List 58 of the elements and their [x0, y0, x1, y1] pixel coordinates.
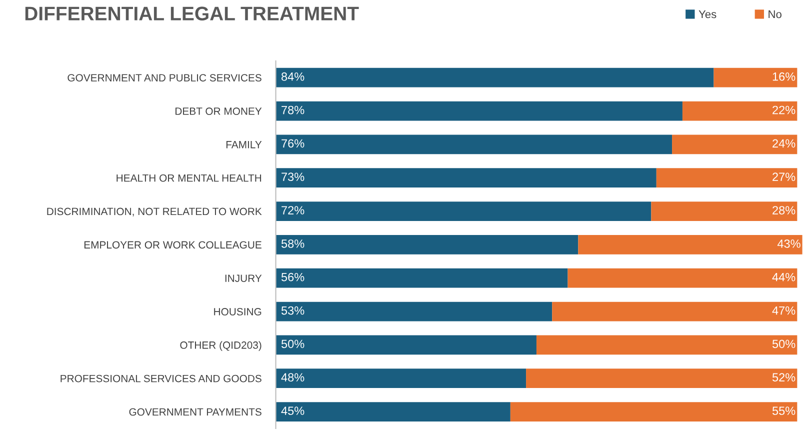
- bar: [276, 68, 714, 88]
- bar: [276, 168, 656, 188]
- y-tick-label: OTHER (QID203): [180, 341, 262, 351]
- data-label: 16%: [772, 72, 796, 81]
- data-label: 84%: [282, 72, 304, 81]
- data-label: 76%: [282, 139, 304, 148]
- data-label: 44%: [772, 272, 796, 282]
- bar: [276, 302, 552, 322]
- data-label: 52%: [772, 373, 796, 382]
- bar: [276, 101, 682, 121]
- y-tick-label: HOUSING: [214, 308, 262, 316]
- bar: [536, 335, 798, 355]
- bar: [276, 402, 510, 422]
- legend-label: Yes: [698, 10, 716, 18]
- y-tick-label: INJURY: [225, 274, 262, 282]
- data-label: 27%: [772, 172, 796, 181]
- data-label: 55%: [772, 406, 796, 415]
- y-tick-label: DISCRIMINATION, NOT RELATED TO WORK: [47, 208, 262, 216]
- data-label: 24%: [772, 139, 796, 148]
- bar: [656, 168, 798, 188]
- data-label: 47%: [772, 306, 796, 315]
- data-label: 56%: [281, 272, 304, 282]
- y-tick-label: DEBT OR MONEY: [176, 108, 262, 115]
- bar: [714, 68, 798, 88]
- bar: [510, 402, 798, 422]
- data-label: 50%: [281, 340, 304, 348]
- data-label: 43%: [777, 239, 800, 248]
- chart-title: DIFFERENTIAL LEGAL TREATMENT: [25, 6, 359, 20]
- bar: [526, 368, 798, 388]
- data-label: 48%: [281, 373, 304, 382]
- data-label: 78%: [282, 106, 304, 114]
- bar: [552, 302, 798, 322]
- bar: [578, 234, 802, 254]
- legend-label: No: [768, 10, 782, 18]
- data-label: 73%: [282, 172, 304, 182]
- y-tick-label: FAMILY: [226, 141, 262, 148]
- bar: [568, 268, 798, 288]
- y-tick-label: HEALTH OR MENTAL HEALTH: [116, 174, 262, 182]
- bar: [276, 134, 672, 154]
- data-label: 72%: [282, 206, 304, 214]
- bar: [276, 368, 526, 388]
- bar: [672, 134, 798, 154]
- y-tick-label: PROFESSIONAL SERVICES AND GOODS: [60, 374, 262, 382]
- bar: [276, 234, 578, 254]
- data-label: 22%: [772, 106, 796, 114]
- bar: [682, 101, 798, 121]
- data-label: 28%: [772, 206, 796, 214]
- bar: [276, 335, 536, 355]
- y-tick-label: GOVERNMENT PAYMENTS: [129, 408, 262, 416]
- bar: [276, 202, 652, 221]
- bar: [651, 202, 798, 221]
- y-tick-label: GOVERNMENT AND PUBLIC SERVICES: [68, 74, 262, 82]
- data-label: 58%: [281, 239, 304, 248]
- y-tick-label: EMPLOYER OR WORK COLLEAGUE: [84, 241, 262, 249]
- data-label: 50%: [772, 340, 796, 348]
- data-label: 45%: [281, 406, 304, 415]
- bar: [276, 268, 568, 288]
- data-label: 53%: [281, 306, 304, 315]
